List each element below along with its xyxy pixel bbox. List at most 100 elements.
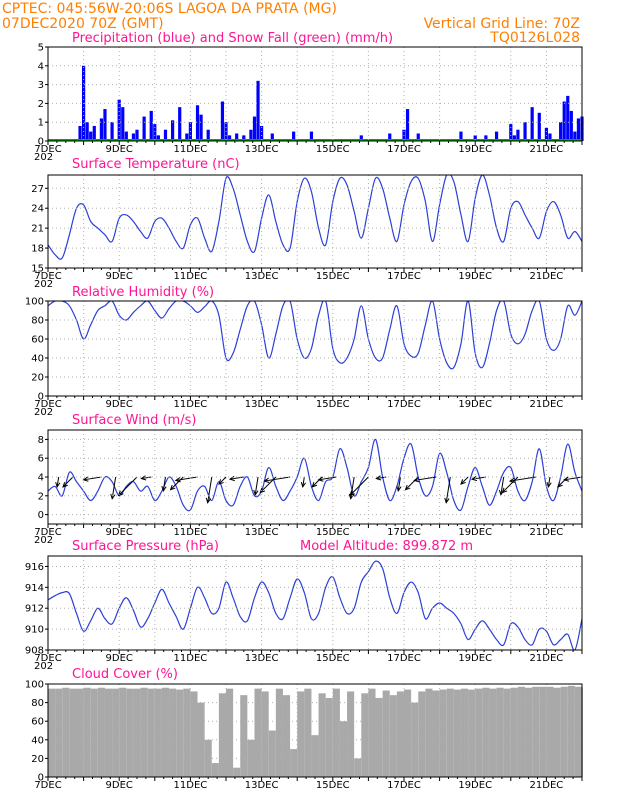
x-tick-label: 11DEC xyxy=(174,527,208,538)
y-tick-label: 40 xyxy=(31,354,44,365)
wind-arrow xyxy=(56,476,60,487)
cloud-bar xyxy=(396,691,404,777)
cloud-bar xyxy=(247,739,255,777)
cloud-bar xyxy=(339,721,348,777)
x-tick-label: 17DEC xyxy=(387,399,421,410)
y-tick-label: 24 xyxy=(31,204,44,215)
x-tick-label: 21DEC xyxy=(530,399,564,410)
precip-bar xyxy=(89,131,93,141)
y-tick-label: 5 xyxy=(38,43,44,54)
precip-bar xyxy=(270,133,274,141)
precip-bar xyxy=(163,129,168,141)
precip-bar xyxy=(142,116,146,141)
cloud-bar xyxy=(282,695,291,777)
wind-title: Surface Wind (m/s) xyxy=(72,413,196,428)
cloud-bar xyxy=(475,688,483,777)
cloud-bar xyxy=(62,687,70,777)
precip-bar xyxy=(242,135,246,141)
precip-bar xyxy=(309,131,314,141)
x-tick-label: 15DEC xyxy=(316,399,350,410)
x-tick-label: 11DEC xyxy=(174,399,208,410)
wind-arrow-head xyxy=(501,487,508,494)
y-tick-label: 80 xyxy=(31,698,44,709)
cloud-bar xyxy=(468,689,476,777)
cloud-bar xyxy=(304,688,312,777)
wind-arrow-head xyxy=(82,476,89,482)
cloud-bar xyxy=(197,702,205,777)
wind-arrow xyxy=(500,476,505,495)
wind-arrow xyxy=(509,476,536,482)
wind-arrow xyxy=(414,476,437,481)
cloud-panel: Cloud Cover (%) 0 20 40 60 80 100 7DEC 9DEC 11DEC… xyxy=(25,667,583,791)
wind-arrow xyxy=(318,476,337,481)
precip-bar xyxy=(85,122,89,141)
precip-bar xyxy=(523,122,527,141)
x-tick-label: 7DEC xyxy=(34,527,61,538)
cloud-bar xyxy=(411,702,419,777)
cloud-bar xyxy=(268,730,276,777)
wind-arrow xyxy=(564,476,583,481)
x-tick-label: 19DEC xyxy=(458,144,492,155)
cloud-bar xyxy=(489,688,497,777)
precip-bar xyxy=(206,129,210,141)
wind-arrow xyxy=(162,476,166,491)
y-tick-label: 27 xyxy=(31,184,44,195)
x-tick-label: 21DEC xyxy=(530,144,564,155)
x-tick-label: 15DEC xyxy=(316,653,350,664)
year-stub-label: 202 xyxy=(34,152,53,163)
wind-arrow-head xyxy=(508,477,515,483)
x-tick-label: 7DEC xyxy=(34,144,61,155)
header-code: TQ0126L028 xyxy=(489,30,580,46)
wind-arrow xyxy=(207,476,213,503)
precip-bar xyxy=(359,135,363,141)
precip-bar xyxy=(473,135,477,141)
cloud-bar xyxy=(104,688,113,777)
y-tick-label: 100 xyxy=(25,680,44,691)
precip-bar xyxy=(566,95,570,141)
precip-bar xyxy=(185,133,189,141)
wind-arrow-head xyxy=(259,487,266,494)
wind-arrow xyxy=(111,476,117,499)
x-tick-label: 11DEC xyxy=(174,144,208,155)
x-tick-label: 21DEC xyxy=(530,780,564,791)
wind-arrow-head xyxy=(311,482,318,488)
wind-arrow-head xyxy=(563,476,570,482)
precip-bar xyxy=(537,112,541,141)
cloud-bar xyxy=(55,688,63,777)
cloud-bar xyxy=(311,735,319,777)
cloud-bar xyxy=(133,688,141,777)
precip-bar xyxy=(249,129,253,141)
cloud-bar xyxy=(446,688,454,777)
year-stub-label: 202 xyxy=(34,279,53,290)
x-tick-label: 17DEC xyxy=(387,780,421,791)
precip-bar xyxy=(494,131,499,141)
wind-arrow xyxy=(445,476,451,503)
cloud-bar xyxy=(503,688,511,777)
x-tick-label: 17DEC xyxy=(387,653,421,664)
cloud-bar xyxy=(539,686,547,777)
precip-bar xyxy=(576,118,581,141)
x-tick-label: 15DEC xyxy=(316,144,350,155)
precip-bar xyxy=(124,131,128,141)
wind-arrow-head xyxy=(546,481,552,489)
wind-arrow-head xyxy=(470,475,477,482)
precip-bar xyxy=(256,80,260,141)
wind-arrow-head xyxy=(169,484,176,491)
precip-bar xyxy=(530,107,534,141)
cloud-bar xyxy=(161,687,170,777)
cloud-bar xyxy=(332,688,340,777)
wind-arrow xyxy=(218,476,227,485)
precip-bar xyxy=(227,135,232,141)
humidity-line xyxy=(48,301,582,370)
x-tick-label: 19DEC xyxy=(458,271,492,282)
x-tick-label: 13DEC xyxy=(245,144,279,155)
cloud-bar xyxy=(83,687,91,777)
cloud-bar xyxy=(90,688,98,777)
y-tick-label: 0 xyxy=(38,392,44,403)
cloud-bar xyxy=(382,690,390,777)
y-tick-label: 914 xyxy=(25,583,44,594)
wind-arrow xyxy=(397,476,401,491)
y-tick-label: 6 xyxy=(38,454,44,465)
x-tick-label: 11DEC xyxy=(174,653,208,664)
cloud-bar xyxy=(460,688,469,777)
